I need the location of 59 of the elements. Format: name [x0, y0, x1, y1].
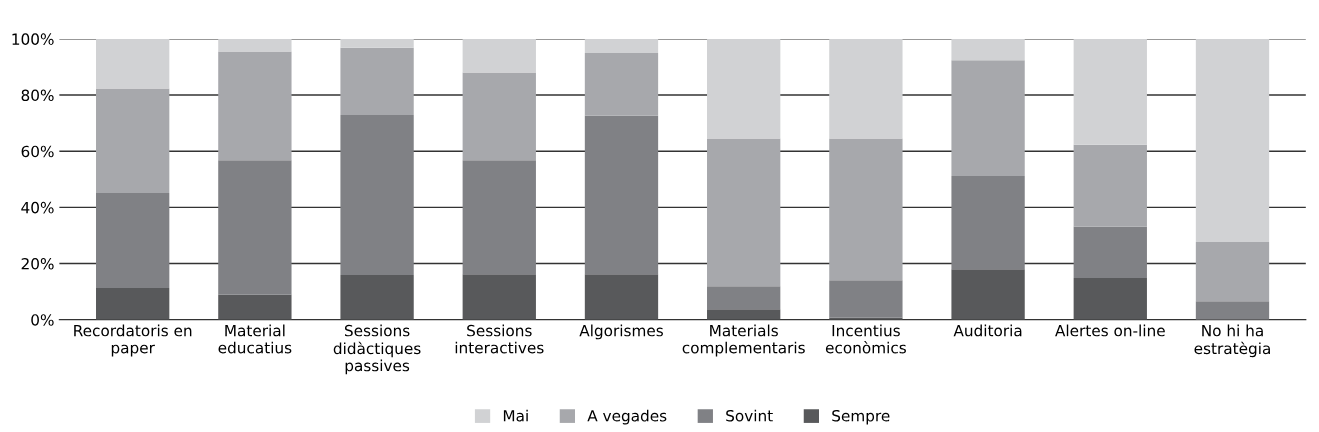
bar — [707, 38, 781, 139]
bar — [829, 38, 903, 139]
bar — [340, 38, 414, 48]
x-tick-label: Algorismes — [579, 324, 663, 340]
bar — [584, 274, 659, 320]
bar — [829, 280, 903, 318]
legend-label: Sempre — [832, 409, 890, 425]
bar — [340, 275, 414, 320]
bar — [218, 294, 292, 320]
bar — [340, 114, 414, 276]
x-tick-label: Recordatoris en paper — [74, 324, 192, 357]
y-tick-label: 0% — [31, 314, 54, 326]
bar — [1195, 241, 1270, 302]
bar — [584, 38, 659, 53]
bar — [584, 115, 659, 275]
bar — [951, 60, 1025, 176]
bar — [829, 138, 903, 281]
bar — [951, 269, 1025, 320]
x-tick-label: No hi ha estratègia — [1194, 324, 1270, 358]
bar — [462, 72, 536, 161]
bar — [96, 287, 170, 320]
legend-label: Mai — [503, 409, 528, 422]
bar — [1195, 301, 1270, 320]
bar — [707, 138, 781, 287]
y-tick-label: 20% — [21, 257, 54, 270]
x-tick-label: Sessions didàctiques passives — [333, 324, 421, 375]
y-tick-label: 40% — [21, 201, 54, 214]
bar — [1073, 144, 1147, 227]
bar — [340, 47, 414, 115]
bar — [707, 309, 781, 320]
bar — [462, 160, 536, 275]
bar — [1073, 278, 1147, 320]
bar — [951, 175, 1025, 270]
y-tick-label: 60% — [21, 145, 54, 158]
bar — [218, 38, 292, 52]
bar — [96, 38, 170, 89]
x-tick-label: Sessions interactives — [455, 324, 544, 354]
bar — [707, 286, 781, 310]
bar — [1073, 226, 1147, 279]
x-tick-label: Material educatius — [218, 324, 292, 354]
bar — [218, 51, 292, 161]
x-tick-label: Incentius econòmics — [825, 324, 906, 354]
bar — [829, 317, 903, 320]
bar — [584, 52, 659, 116]
legend-label: Sovint — [726, 409, 773, 422]
bar — [218, 160, 292, 295]
bar — [462, 38, 536, 73]
x-tick-label: Auditoria — [953, 324, 1022, 337]
y-tick-label: 80% — [21, 89, 54, 102]
bar — [1073, 38, 1147, 145]
x-tick-label: Materials complementaris — [682, 324, 805, 357]
y-tick-label: 100% — [12, 33, 54, 45]
x-tick-label: Alertes on-line — [1055, 324, 1165, 337]
bar — [951, 38, 1025, 61]
legend-label: A vegades — [587, 409, 667, 425]
bar — [462, 274, 536, 320]
bar — [96, 88, 170, 194]
bar — [96, 193, 170, 288]
bar — [1195, 38, 1270, 242]
